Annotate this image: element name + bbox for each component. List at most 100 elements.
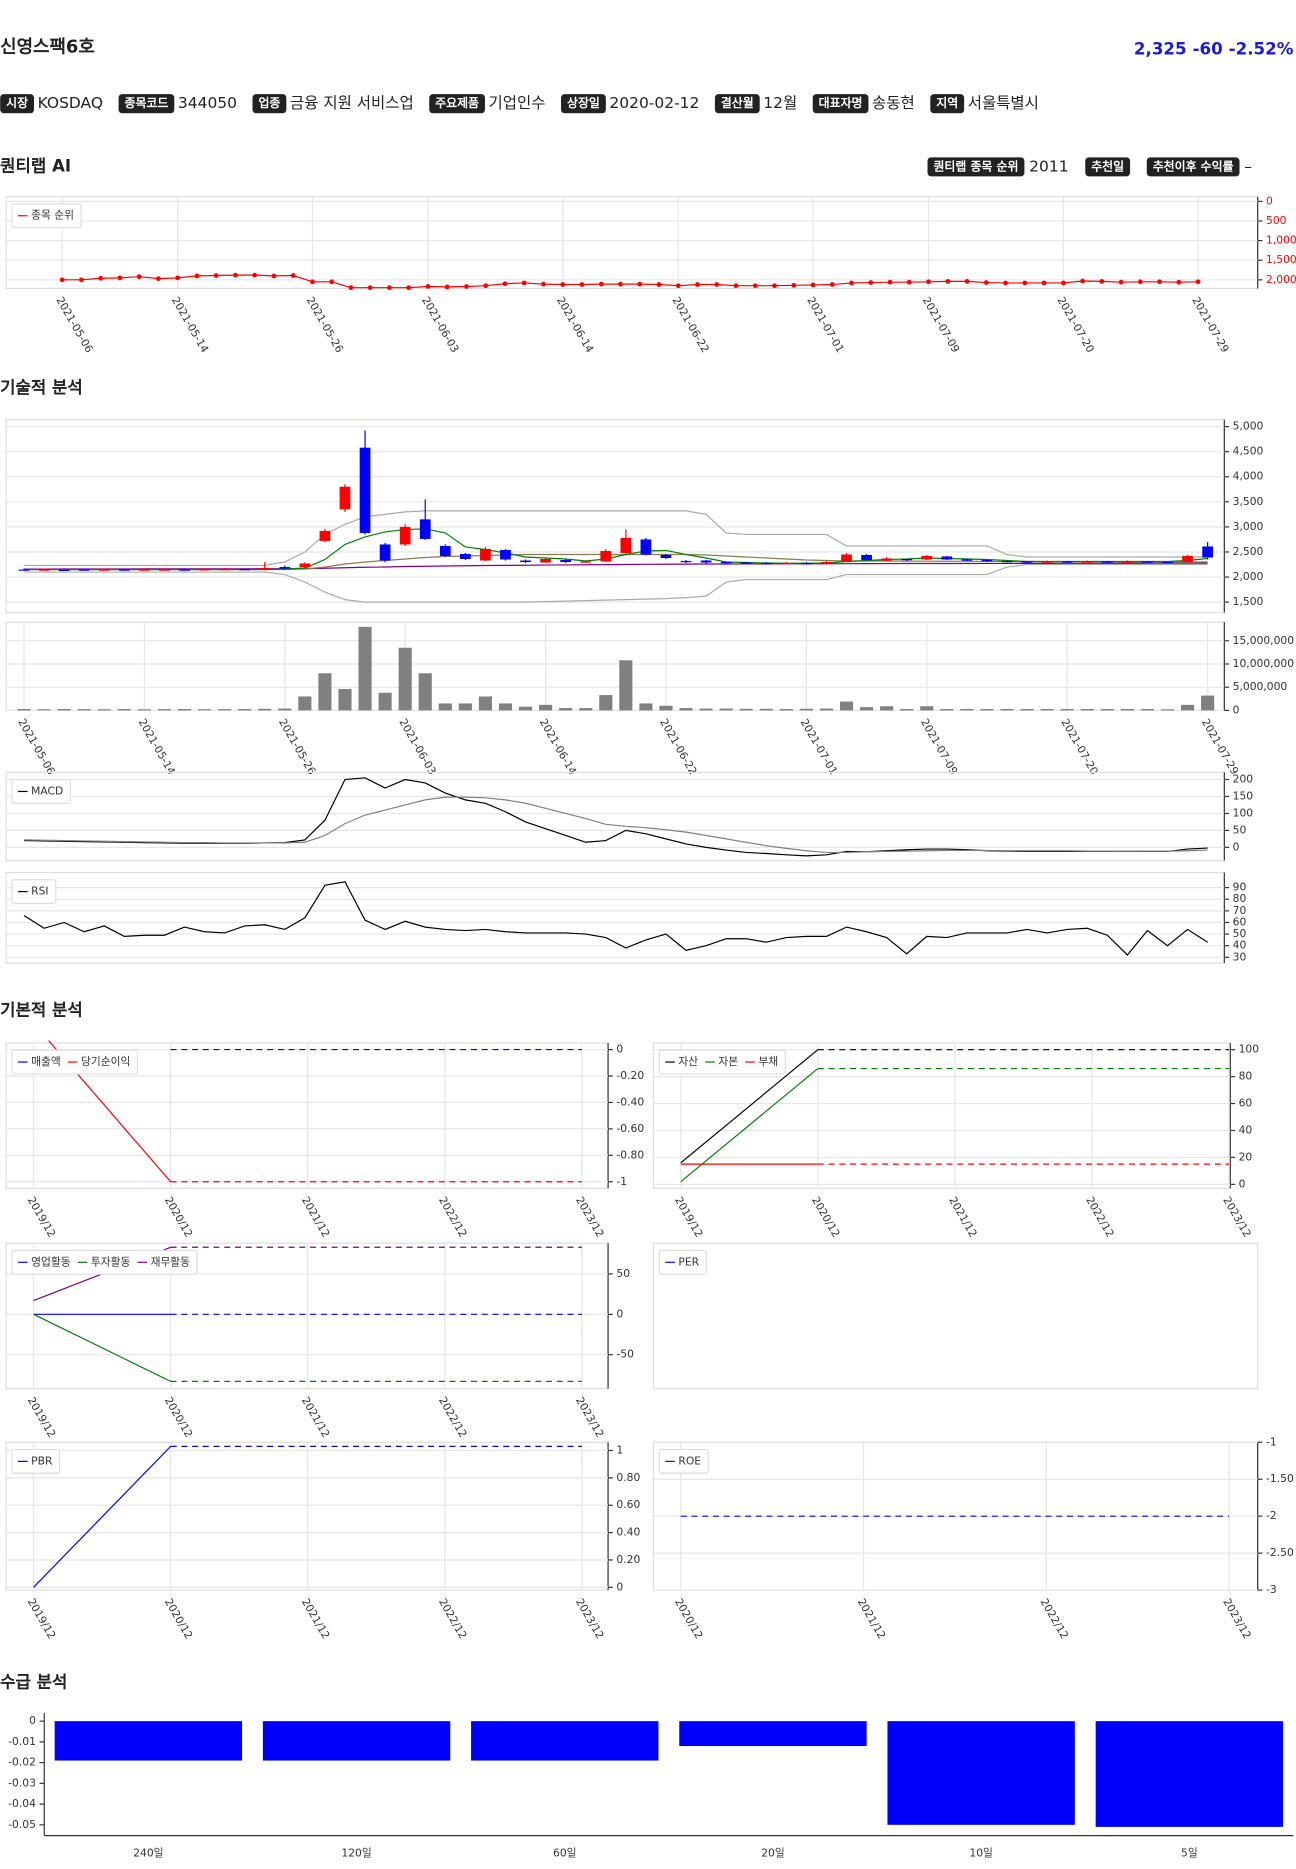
- bar: [458, 703, 472, 711]
- y-tick-label: 1,500: [1266, 253, 1296, 266]
- candle-body: [98, 569, 110, 571]
- candle-body: [439, 545, 451, 556]
- candle-body: [459, 553, 471, 560]
- plot: [59, 272, 1201, 291]
- legend-box: [11, 203, 82, 229]
- candle-body: [1202, 546, 1213, 558]
- point: [425, 284, 431, 289]
- x-tick-label: 2021-07-09: [918, 716, 960, 777]
- candle-body: [720, 562, 732, 564]
- y-tick-label: 5,000: [1233, 420, 1264, 433]
- bar: [54, 1721, 243, 1761]
- bar: [799, 708, 813, 711]
- legend-box: [658, 1448, 709, 1474]
- point: [618, 281, 623, 287]
- price-price: 2,325: [1134, 40, 1187, 59]
- point: [675, 283, 681, 289]
- candle-body: [780, 563, 792, 565]
- plot-frame: [5, 418, 1225, 614]
- quantilab-label: 추천이후 수익률: [1153, 159, 1234, 173]
- y-tick-label: 0: [616, 1043, 623, 1056]
- point: [541, 281, 546, 287]
- legend-label: ROE: [678, 1454, 701, 1467]
- plot: [23, 881, 1208, 956]
- legend-box: [11, 1249, 198, 1275]
- x-tick-label: 2023/12: [573, 1194, 607, 1239]
- legend-label: PER: [678, 1255, 699, 1268]
- info-label: 지역: [936, 96, 958, 110]
- point: [964, 279, 970, 284]
- point: [59, 277, 65, 283]
- info-label: 대표자명: [819, 96, 863, 110]
- x-tick-label: 2019/12: [25, 1194, 59, 1239]
- y-tick-label: -0.40: [616, 1095, 644, 1108]
- legend-label: 재무활동: [151, 1255, 191, 1268]
- info-badge: 지역: [930, 94, 965, 114]
- candle-body: [239, 569, 251, 571]
- point: [387, 285, 392, 291]
- x-tick-label: 2019/12: [25, 1596, 59, 1641]
- bar: [599, 695, 613, 711]
- y-tick-label: 3,500: [1233, 495, 1264, 508]
- x-tick-label: 2023/12: [573, 1596, 607, 1641]
- info-value: 서울특별시: [968, 94, 1039, 112]
- candle-body: [600, 550, 612, 562]
- candle-body: [1142, 561, 1153, 563]
- x-tick-label: 2021/12: [299, 1395, 333, 1440]
- plot: [23, 777, 1208, 857]
- candle-body: [881, 558, 893, 561]
- chart: 0 500 1,000 1,500 2,000 2021-05-06 2021-05-14 2…: [5, 194, 1296, 355]
- y-tick-label: 1,500: [1233, 595, 1264, 608]
- plot: [18, 430, 1213, 603]
- point: [79, 277, 84, 283]
- point: [906, 279, 912, 285]
- series-line: [24, 510, 1208, 567]
- chart: 0 20 40 60 80 100 2019/12 2020/12 2021/12 2022/12…: [652, 1042, 1259, 1239]
- stock-name: 신영스팩6호: [0, 37, 95, 58]
- point: [772, 283, 777, 289]
- x-tick-label: 2021-06-14: [537, 716, 579, 777]
- series-line: [23, 796, 1208, 854]
- candle-body: [38, 569, 50, 571]
- y-tick-label: 0: [616, 1307, 623, 1320]
- point: [791, 282, 797, 288]
- series-line: [62, 274, 1199, 289]
- bar: [1160, 709, 1175, 711]
- y-tick-label: 2,500: [1233, 545, 1264, 558]
- point: [1022, 280, 1028, 286]
- info-value: 금융 지원 서비스업: [290, 94, 414, 112]
- y-tick-label: 2,000: [1266, 273, 1296, 286]
- x-tick-label: 2020/12: [162, 1395, 196, 1440]
- legend-box: [658, 1049, 786, 1075]
- candle-body: [1101, 561, 1113, 563]
- point: [367, 285, 373, 291]
- bar: [779, 709, 793, 711]
- badge-box: [1085, 157, 1131, 177]
- bar: [218, 709, 232, 711]
- candle-body: [841, 554, 852, 562]
- candle-body: [560, 560, 572, 563]
- point: [887, 279, 893, 285]
- candle-body: [861, 554, 872, 561]
- x-tick-label: 2021-05-26: [276, 716, 318, 777]
- point: [213, 273, 219, 278]
- chart: 0 50 100 150 200 MACD: [5, 771, 1253, 862]
- chart: 0 5,000,000 10,000,000 15,000,000 2021-05-06…: [5, 621, 1294, 777]
- x-tick-label: 2022/12: [1038, 1596, 1072, 1641]
- point: [98, 275, 104, 281]
- point: [714, 282, 720, 287]
- y-tick-label: 40: [1239, 1123, 1253, 1136]
- point: [926, 279, 931, 285]
- bar: [679, 1721, 867, 1747]
- point: [1099, 279, 1105, 284]
- bar: [137, 709, 151, 711]
- badge-box: [0, 94, 35, 114]
- point: [733, 283, 739, 289]
- point: [310, 279, 315, 285]
- candle-body: [1041, 561, 1053, 563]
- point: [752, 283, 758, 289]
- point: [444, 284, 450, 290]
- x-tick-label: 2021-07-09: [920, 294, 962, 355]
- y-tick-label: -0.04: [8, 1797, 36, 1810]
- bar: [498, 703, 513, 711]
